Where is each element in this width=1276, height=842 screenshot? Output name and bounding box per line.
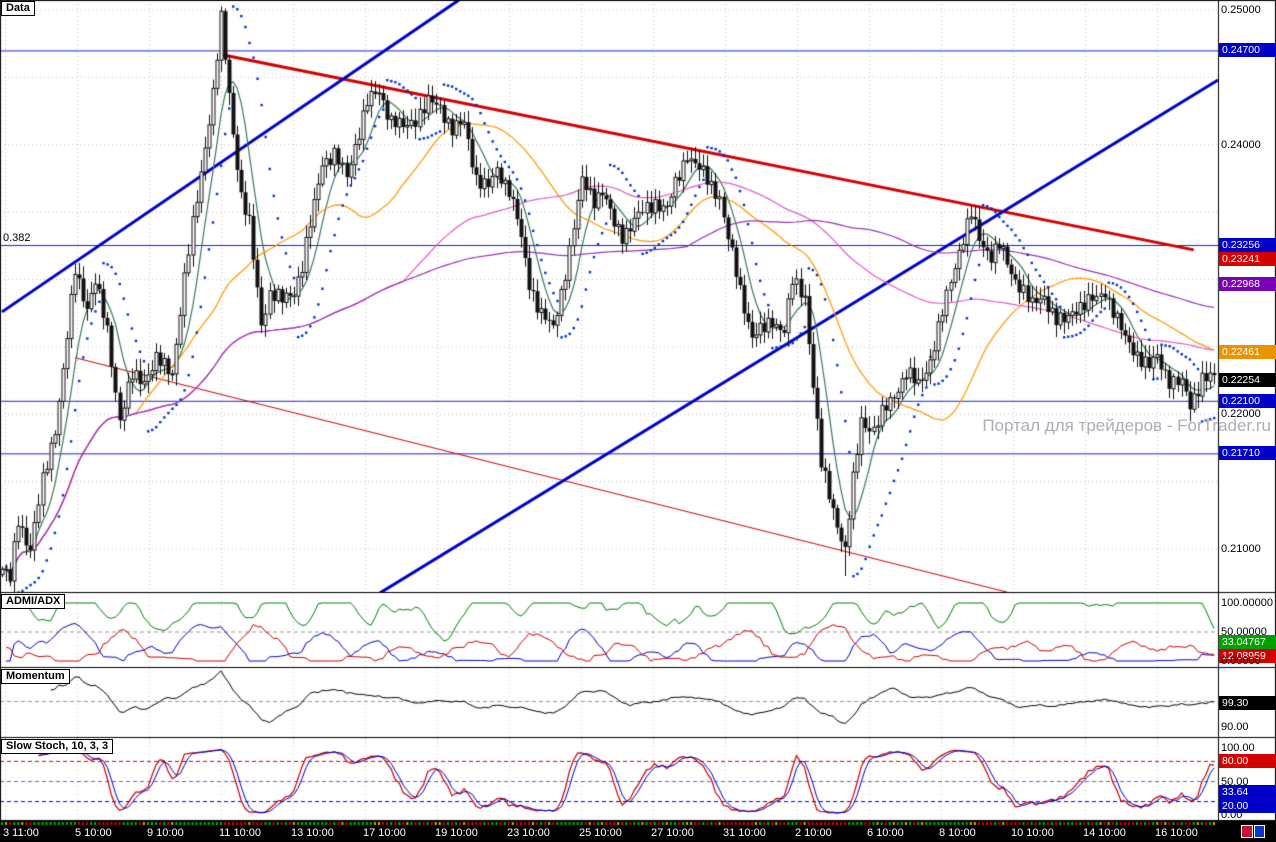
- time-axis-label: 13 10:00: [291, 827, 334, 839]
- time-axis-label: 16 10:00: [1155, 827, 1198, 839]
- logo-blue-square: [1253, 825, 1265, 838]
- time-axis-label: 2 10:00: [795, 827, 832, 839]
- time-axis-label: 23 10:00: [507, 827, 550, 839]
- axis-value-box: 0.22461: [1219, 345, 1276, 359]
- fibonacci-0382-label: 0.382: [3, 232, 31, 244]
- axis-value-box: 0.21710: [1219, 446, 1276, 460]
- panel-title-stoch[interactable]: Slow Stoch, 10, 3, 3: [1, 739, 114, 754]
- axis-tick-label: 100.00000: [1221, 597, 1273, 609]
- axis-value-box: 0.22968: [1219, 277, 1276, 291]
- axis-value-box: 80.00: [1219, 754, 1276, 768]
- axis-value-box: 0.23241: [1219, 252, 1276, 266]
- panel-title-momentum[interactable]: Momentum: [1, 669, 70, 684]
- time-axis-label: 6 10:00: [867, 827, 904, 839]
- axis-value-box: 0.22100: [1219, 394, 1276, 408]
- axis-value-box: 0.24700: [1219, 43, 1276, 57]
- time-axis-label: 9 10:00: [147, 827, 184, 839]
- time-axis-label: 14 10:00: [1083, 827, 1126, 839]
- time-axis-label: 31 10:00: [723, 827, 766, 839]
- axis-value-box: 0.22254: [1219, 373, 1276, 387]
- time-axis-label: 10 10:00: [1011, 827, 1054, 839]
- panel-title-adx[interactable]: ADMI/ADX: [1, 594, 66, 609]
- axis-tick-label: 90.00: [1221, 721, 1249, 733]
- axis-value-box: 12.08959: [1219, 649, 1276, 663]
- axis-value-box: 0.23256: [1219, 238, 1276, 252]
- time-axis-label: 25 10:00: [579, 827, 622, 839]
- axis-tick-label: 100.00: [1221, 742, 1255, 754]
- time-axis-label: 8 10:00: [939, 827, 976, 839]
- axis-tick-label: 0.00000: [1221, 655, 1261, 667]
- time-axis-label: 11 10:00: [219, 827, 262, 839]
- watermark-text: Портал для трейдеров - ForTrader.ru: [982, 416, 1271, 435]
- axis-tick-label: 0.25000: [1221, 4, 1261, 16]
- bottom-right-logo-icon[interactable]: [1241, 825, 1265, 838]
- time-axis-label: 17 10:00: [363, 827, 406, 839]
- time-axis-label: 3 11:00: [3, 827, 39, 839]
- time-axis-label: 27 10:00: [651, 827, 694, 839]
- time-axis-label: 5 10:00: [75, 827, 112, 839]
- axis-value-box: 20.00: [1219, 799, 1276, 813]
- axis-value-box: 99.30: [1219, 696, 1276, 710]
- axis-tick-label: 0.00: [1221, 809, 1243, 821]
- logo-red-square: [1241, 825, 1253, 838]
- axis-value-box: 33.64: [1219, 785, 1276, 799]
- time-axis-label: 19 10:00: [435, 827, 478, 839]
- axis-tick-label: 0.24000: [1221, 139, 1261, 151]
- axis-tick-label: 0.21000: [1221, 543, 1261, 555]
- panel-title-data[interactable]: Data: [1, 1, 35, 16]
- axis-value-box: 33.04767: [1219, 635, 1276, 649]
- axis-tick-label: 0.22000: [1221, 408, 1261, 420]
